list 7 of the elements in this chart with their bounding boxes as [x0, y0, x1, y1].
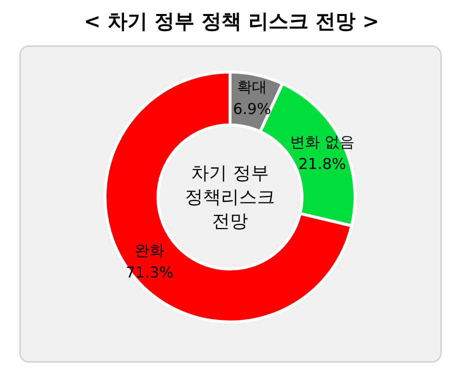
text: 차기 정부 정책리스크 전망 [185, 163, 275, 232]
data-label: 21.8% [298, 155, 346, 174]
data-label: 6.9% [232, 100, 272, 118]
donut-slice [104, 70, 354, 324]
slice-label: 확대 [237, 78, 268, 96]
chart-title: < 차기 정부 정책 리스크 전망 > [84, 9, 380, 33]
slice-label: 완화 [134, 242, 165, 260]
